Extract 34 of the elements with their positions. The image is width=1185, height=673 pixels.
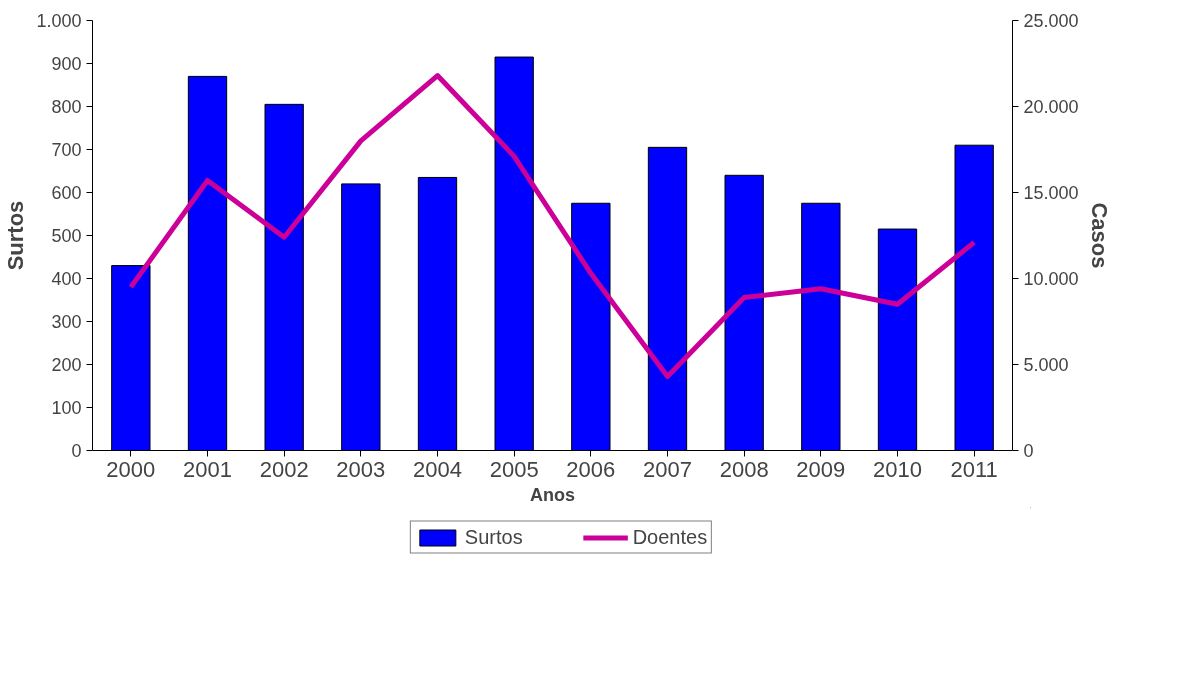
x-tick-label: 2007 xyxy=(643,456,692,482)
x-tick-label: 2000 xyxy=(106,456,156,482)
y2-tick-label: 20.000 xyxy=(1023,97,1079,117)
x-tick-label: 2010 xyxy=(873,456,922,482)
y-tick-label: 300 xyxy=(51,312,82,332)
x-tick-label: 2011 xyxy=(950,456,998,482)
y2-tick-label: 15.000 xyxy=(1023,183,1079,203)
y-tick-label: 400 xyxy=(51,269,82,289)
y-tick-label: 800 xyxy=(51,97,82,117)
y-tick-label: 200 xyxy=(51,355,82,375)
y-tick-label: 100 xyxy=(51,398,82,418)
y2-tick-label: 10.000 xyxy=(1023,269,1079,289)
y-tick-label: 600 xyxy=(51,183,82,203)
y-tick-label: 700 xyxy=(51,140,82,160)
x-axis-title: Anos xyxy=(530,484,575,505)
x-tick-label: 2005 xyxy=(489,456,539,482)
x-tick-label: 2003 xyxy=(336,456,386,482)
x-tick-label: 2009 xyxy=(796,456,846,482)
y-tick-label: 900 xyxy=(51,54,82,74)
x-tick-label: 2001 xyxy=(183,456,232,482)
y-tick-label: 1.000 xyxy=(36,11,82,31)
y-tick-label: 500 xyxy=(51,226,82,246)
legend-label: Doentes xyxy=(632,525,708,549)
y2-tick-label: 0 xyxy=(1023,441,1034,461)
x-tick-label: 2008 xyxy=(719,456,769,482)
y-tick-label: 0 xyxy=(71,441,82,461)
y2-tick-label: 5.000 xyxy=(1023,355,1069,375)
x-tick-label: 2006 xyxy=(566,456,616,482)
legend-label: Surtos xyxy=(464,525,523,549)
y-axis-title: Surtos xyxy=(3,200,29,271)
x-tick-label: 2002 xyxy=(259,456,309,482)
x-tick-label: 2004 xyxy=(413,456,462,482)
y2-tick-label: 25.000 xyxy=(1023,11,1079,31)
y2-axis-title: Casos xyxy=(1086,202,1112,269)
